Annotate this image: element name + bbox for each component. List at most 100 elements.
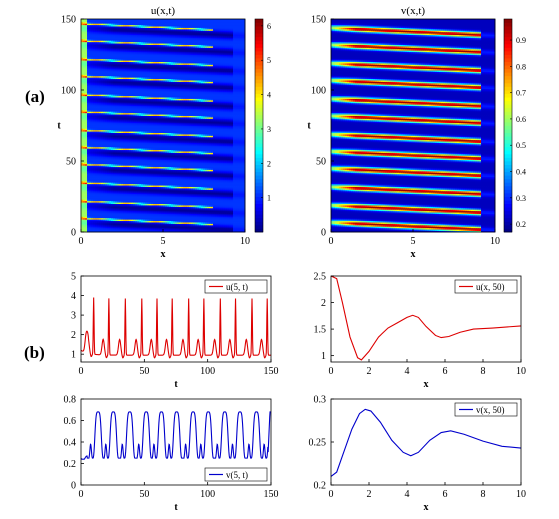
heatmap-cell <box>187 185 190 187</box>
heatmap-cell <box>137 180 140 183</box>
heatmap-cell <box>217 214 220 217</box>
heatmap-cell <box>185 192 188 195</box>
heatmap-cell <box>163 168 166 170</box>
heatmap-cell <box>243 192 246 195</box>
heatmap-cell <box>159 169 162 172</box>
heatmap-cell <box>117 206 120 209</box>
heatmap-cell <box>185 212 188 214</box>
heatmap-cell <box>221 200 224 203</box>
heatmap-cell <box>131 165 134 168</box>
heatmap-cell <box>209 214 212 217</box>
heatmap-cell <box>121 182 124 185</box>
heatmap-cell <box>119 219 122 222</box>
heatmap-cell <box>115 203 118 206</box>
heatmap-cell <box>241 168 244 170</box>
heatmap-cell <box>123 172 126 175</box>
heatmap-cell <box>155 219 158 222</box>
heatmap-cell <box>151 203 154 206</box>
heatmap-cell <box>161 220 164 223</box>
heatmap-cell <box>99 195 102 197</box>
heatmap-cell <box>191 169 194 172</box>
heatmap-cell <box>147 183 150 186</box>
heatmap-cell <box>229 200 232 203</box>
heatmap-cell <box>91 223 94 226</box>
heatmap-cell <box>223 173 226 176</box>
heatmap-cell <box>161 205 164 207</box>
heatmap-cell <box>105 210 108 213</box>
heatmap-cell <box>223 202 226 204</box>
heatmap-cell <box>173 172 176 175</box>
heatmap-cell <box>185 173 188 176</box>
heatmap-cell <box>165 223 168 226</box>
heatmap-cell <box>107 173 110 176</box>
heatmap-cell <box>129 192 132 195</box>
heatmap-cell <box>231 214 234 217</box>
heatmap-cell <box>137 213 140 216</box>
heatmap-cell <box>201 220 204 223</box>
heatmap-cell <box>145 179 148 182</box>
heatmap-cell <box>191 197 194 200</box>
heatmap-cell <box>149 199 152 202</box>
heatmap-cell <box>171 200 174 203</box>
heatmap-cell <box>153 222 156 224</box>
heatmap-cell <box>133 223 136 226</box>
heatmap-cell <box>93 180 96 183</box>
heatmap-cell <box>109 176 112 179</box>
heatmap-cell <box>175 186 178 189</box>
heatmap-cell <box>137 212 140 214</box>
heatmap-cell <box>241 207 244 210</box>
heatmap-cell <box>179 223 182 226</box>
heatmap-cell <box>197 179 200 182</box>
heatmap-cell <box>111 192 114 195</box>
heatmap-cell <box>85 227 88 230</box>
heatmap-cell <box>169 182 172 185</box>
heatmap-cell <box>103 169 106 172</box>
heatmap-cell <box>141 196 144 199</box>
heatmap-cell <box>179 202 182 204</box>
heatmap-cell <box>233 196 236 199</box>
heatmap-cell <box>181 173 184 176</box>
heatmap-cell <box>153 186 156 189</box>
heatmap-cell <box>171 205 174 207</box>
heatmap-cell <box>221 224 224 227</box>
heatmap-cell <box>129 213 132 216</box>
heatmap-cell <box>83 217 86 220</box>
heatmap-cell <box>93 210 96 213</box>
heatmap-cell <box>181 230 184 233</box>
heatmap-cell <box>233 227 236 230</box>
heatmap-cell <box>173 200 176 203</box>
heatmap-cell <box>113 166 116 169</box>
heatmap-cell <box>91 166 94 169</box>
heatmap-cell <box>153 166 156 169</box>
heatmap-cell <box>93 169 96 172</box>
heatmap-cell <box>157 193 160 196</box>
heatmap-cell <box>107 186 110 189</box>
heatmap-cell <box>95 226 98 229</box>
heatmap-cell <box>139 213 142 216</box>
heatmap-cell <box>191 175 194 178</box>
heatmap-cell <box>133 224 136 227</box>
heatmap-cell <box>189 185 192 187</box>
heatmap-cell <box>235 183 238 186</box>
heatmap-cell <box>83 173 86 176</box>
heatmap-cell <box>211 200 214 203</box>
heatmap-cell <box>93 216 96 219</box>
heatmap-cell <box>125 219 128 222</box>
heatmap-cell <box>235 197 238 200</box>
heatmap-cell <box>219 210 222 213</box>
heatmap-cell <box>91 168 94 170</box>
heatmap-cell <box>93 213 96 216</box>
heatmap-cell <box>137 200 140 203</box>
heatmap-cell <box>227 185 230 187</box>
heatmap-cell <box>109 168 112 170</box>
heatmap-cell <box>135 195 138 197</box>
heatmap-cell <box>115 200 118 203</box>
heatmap-cell <box>239 170 242 173</box>
heatmap-cell <box>89 209 92 212</box>
heatmap-cell <box>187 196 190 199</box>
heatmap-cell <box>111 200 114 203</box>
heatmap-cell <box>207 189 210 192</box>
heatmap-cell <box>197 227 200 230</box>
heatmap-cell <box>195 217 198 220</box>
heatmap-cell <box>219 183 222 186</box>
